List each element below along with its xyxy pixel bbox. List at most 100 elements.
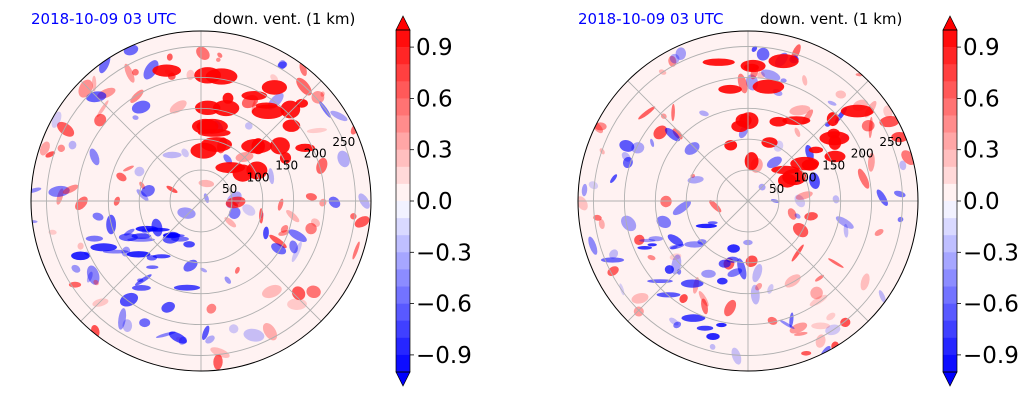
negative-field-cell [337, 150, 350, 168]
positive-field-cell [48, 229, 57, 235]
colorbar-tick-label: −0.3 [416, 240, 472, 266]
colorbar-extend-min [942, 371, 958, 387]
radial-tick-label: 100 [794, 170, 817, 184]
colorbar-tick-label: −0.6 [963, 292, 1019, 318]
negative-field-cell [648, 236, 664, 242]
positive-field-cell [78, 79, 93, 98]
positive-field-cell [57, 144, 65, 153]
negative-field-cell [228, 207, 241, 220]
positive-field-cell [826, 112, 839, 127]
positive-field-cell [213, 354, 223, 370]
negative-field-cell [245, 122, 253, 130]
negative-field-cell [223, 154, 233, 165]
colorbar-tick-label: −0.9 [416, 343, 472, 369]
chart-title-left: 2018-10-09 03 UTC [31, 10, 177, 28]
negative-field-cell [664, 265, 674, 274]
positive-field-cell [196, 118, 228, 134]
colorbar-bin [396, 201, 410, 219]
positive-field-cell [787, 208, 797, 220]
positive-field-cell [794, 127, 801, 137]
field-layer [578, 44, 916, 365]
colorbar-tick-label: 0.3 [963, 138, 1000, 164]
positive-field-cell [91, 75, 97, 92]
chart-title-right: down. vent. (1 km) [213, 10, 355, 28]
negative-field-cell [709, 344, 716, 350]
positive-field-cell [757, 71, 765, 79]
negative-field-cell [727, 244, 740, 253]
negative-field-cell [203, 193, 210, 203]
positive-field-cell [262, 323, 278, 341]
negative-field-cell [224, 276, 232, 284]
positive-field-cell [45, 151, 56, 158]
positive-field-cell [39, 141, 50, 156]
positive-field-cell [660, 195, 672, 208]
positive-field-cell [791, 244, 804, 262]
negative-field-cell [876, 189, 888, 206]
negative-field-cell [31, 187, 42, 194]
negative-field-cell [146, 265, 159, 270]
negative-field-cell [137, 278, 144, 283]
negative-field-cell [696, 325, 714, 331]
radial-tick-label: 100 [247, 170, 270, 184]
negative-field-cell [90, 243, 117, 252]
positive-field-cell [857, 168, 870, 189]
positive-field-cell [212, 100, 240, 117]
positive-field-cell [724, 299, 737, 317]
positive-field-cell [768, 54, 799, 69]
positive-field-cell [867, 152, 875, 172]
positive-field-cell [701, 298, 708, 315]
positive-field-cell [270, 137, 290, 155]
colorbar-bin [943, 286, 957, 304]
positive-field-cell [57, 121, 75, 137]
colorbar-bin [943, 166, 957, 185]
negative-field-cell [737, 258, 747, 280]
negative-field-cell [681, 314, 706, 322]
negative-field-cell [827, 100, 837, 106]
positive-field-cell [316, 157, 328, 174]
chart-panel-left: 50 100 150 200 250 2018-10-09 03 UTC down. ven… [0, 0, 518, 401]
positive-field-cell [860, 273, 870, 291]
colorbar-bin [396, 252, 410, 270]
negative-field-cell [161, 301, 175, 313]
positive-field-cell [270, 74, 278, 82]
positive-field-cell [194, 67, 222, 84]
negative-field-cell [177, 207, 196, 219]
negative-field-cell [183, 241, 195, 248]
positive-field-cell [752, 79, 785, 94]
colorbar-bin [943, 320, 957, 339]
positive-field-cell [782, 169, 807, 186]
positive-field-cell [718, 84, 742, 94]
positive-field-cell [739, 112, 759, 129]
negative-field-cell [145, 227, 170, 232]
negative-field-cell [202, 325, 210, 341]
positive-field-cell [262, 284, 282, 299]
positive-field-cell [295, 143, 315, 152]
colorbar-bin [396, 235, 410, 253]
colorbar-bin [396, 115, 410, 133]
negative-field-cell [330, 110, 348, 122]
radial-tick-label: 150 [275, 159, 298, 173]
negative-field-cell [600, 257, 625, 263]
negative-field-cell [581, 183, 588, 197]
negative-field-cell [132, 115, 139, 120]
radial-tick-label: 150 [822, 159, 845, 173]
positive-field-cell [598, 218, 605, 230]
colorbar-bin [943, 132, 957, 150]
colorbar-tick-label: 0.6 [416, 86, 453, 112]
chart-title-right: down. vent. (1 km) [760, 10, 902, 28]
positive-field-cell [802, 75, 808, 86]
positive-field-cell [740, 59, 766, 73]
negative-field-cell [181, 148, 189, 158]
positive-field-cell [279, 152, 292, 164]
colorbar-bin [943, 183, 957, 202]
positive-field-cell [815, 274, 824, 282]
colorbar-bin [396, 303, 410, 321]
positive-field-cell [241, 91, 268, 101]
positive-field-cell [280, 225, 289, 233]
negative-field-cell [127, 237, 155, 242]
positive-field-cell [761, 137, 778, 148]
negative-field-cell [288, 229, 307, 242]
colorbar-bin [396, 81, 410, 99]
positive-field-cell [96, 100, 109, 118]
negative-field-cell [139, 318, 151, 328]
